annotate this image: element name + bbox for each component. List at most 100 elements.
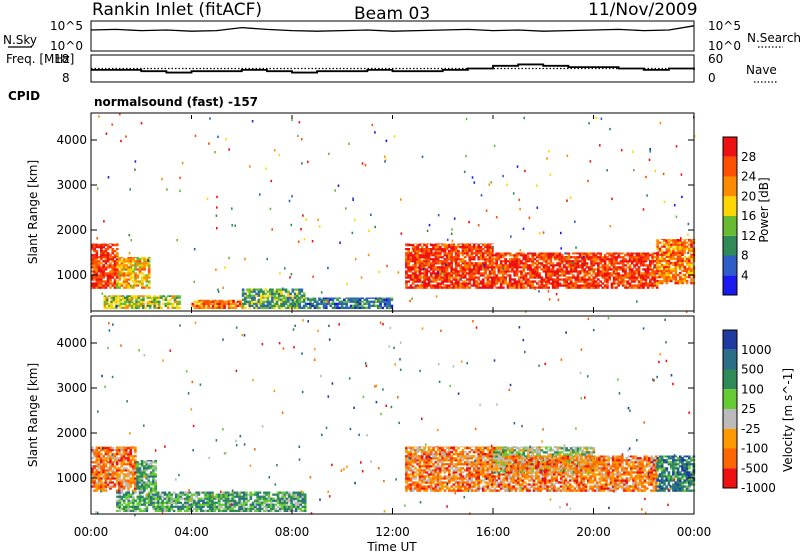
- data-cell: [558, 264, 562, 267]
- data-cell: [508, 266, 512, 269]
- data-cell: [220, 503, 223, 506]
- data-cell: [454, 449, 458, 452]
- data-cell: [450, 451, 453, 454]
- data-cell: [285, 491, 289, 494]
- data-cell: [624, 260, 627, 263]
- data-cell: [416, 483, 420, 486]
- data-cell: [209, 300, 213, 303]
- data-cell: [481, 280, 485, 283]
- data-cell: [472, 258, 476, 261]
- data-cell: [452, 465, 456, 468]
- data-cell: [111, 477, 115, 480]
- data-cell: [127, 505, 131, 508]
- data-cell: [515, 254, 519, 257]
- data-cell: [211, 497, 214, 500]
- data-cell: [427, 469, 431, 472]
- data-cell: [651, 274, 654, 277]
- data-cell: [488, 254, 492, 257]
- data-cell: [502, 276, 505, 279]
- data-cell: [581, 286, 584, 289]
- data-cell: [457, 278, 460, 281]
- data-cell: [427, 258, 431, 261]
- data-cell: [331, 297, 335, 299]
- data-cell: [683, 273, 687, 277]
- data-cell: [145, 284, 149, 287]
- data-cell: [186, 505, 189, 508]
- data-cell: [445, 254, 449, 257]
- data-cell: [117, 304, 120, 307]
- data-cell: [529, 284, 532, 287]
- data-cell: [658, 271, 662, 275]
- data-cell: [513, 280, 517, 283]
- data-cell: [477, 286, 481, 289]
- data-cell: [551, 272, 555, 275]
- data-cell: [454, 477, 458, 480]
- data-cell: [630, 284, 634, 287]
- data-cell: [140, 469, 144, 472]
- data-cell: [632, 150, 634, 153]
- data-cell: [102, 463, 105, 466]
- data-cell: [581, 260, 584, 263]
- data-cell: [202, 302, 206, 305]
- data-cell: [441, 455, 444, 458]
- data-cell: [427, 270, 431, 273]
- data-cell: [130, 302, 134, 305]
- data-cell: [452, 248, 456, 251]
- data-cell: [508, 262, 512, 265]
- data-cell: [97, 278, 101, 281]
- data-cell: [488, 243, 492, 245]
- data-cell: [109, 446, 112, 448]
- data-cell: [104, 280, 108, 283]
- data-cell: [134, 280, 137, 283]
- data-cell: [238, 501, 241, 504]
- data-cell: [461, 250, 465, 253]
- data-cell: [491, 254, 494, 257]
- data-cell: [517, 258, 521, 261]
- data-cell: [93, 272, 96, 275]
- data-cell: [134, 451, 137, 454]
- data-cell: [685, 239, 689, 240]
- colorbar-segment: [723, 137, 737, 157]
- data-cell: [481, 248, 485, 251]
- data-cell: [594, 272, 598, 275]
- data-cell: [416, 270, 420, 273]
- data-cell: [269, 499, 273, 502]
- data-cell: [283, 493, 287, 496]
- data-cell: [407, 258, 410, 261]
- data-cell: [439, 243, 442, 245]
- data-cell: [445, 459, 449, 462]
- data-cell: [574, 286, 578, 289]
- data-cell: [127, 270, 131, 273]
- data-cell: [97, 243, 101, 247]
- data-cell: [293, 296, 297, 299]
- data-cell: [499, 256, 503, 259]
- data-cell: [104, 254, 108, 257]
- data-cell: [303, 503, 307, 506]
- data-cell: [254, 507, 257, 510]
- data-cell: [142, 296, 145, 299]
- data-cell: [418, 258, 422, 261]
- data-cell: [216, 302, 220, 305]
- data-cell: [358, 306, 362, 309]
- data-cell: [217, 499, 221, 502]
- data-cell: [374, 225, 376, 229]
- data-cell: [288, 505, 291, 508]
- data-cell: [599, 254, 602, 257]
- data-cell: [303, 509, 307, 512]
- data-cell: [220, 304, 224, 307]
- data-cell: [508, 276, 512, 279]
- data-cell: [118, 501, 122, 504]
- data-cell: [215, 495, 219, 498]
- data-cell: [547, 282, 550, 285]
- data-cell: [298, 121, 301, 124]
- data-cell: [132, 497, 135, 500]
- data-cell: [439, 272, 442, 275]
- data-cell: [129, 493, 133, 496]
- data-cell: [150, 503, 153, 506]
- data-cell: [416, 473, 420, 476]
- data-cell: [277, 306, 281, 309]
- data-cell: [450, 250, 453, 253]
- data-cell: [294, 495, 298, 498]
- data-cell: [549, 264, 553, 267]
- data-cell: [109, 272, 112, 275]
